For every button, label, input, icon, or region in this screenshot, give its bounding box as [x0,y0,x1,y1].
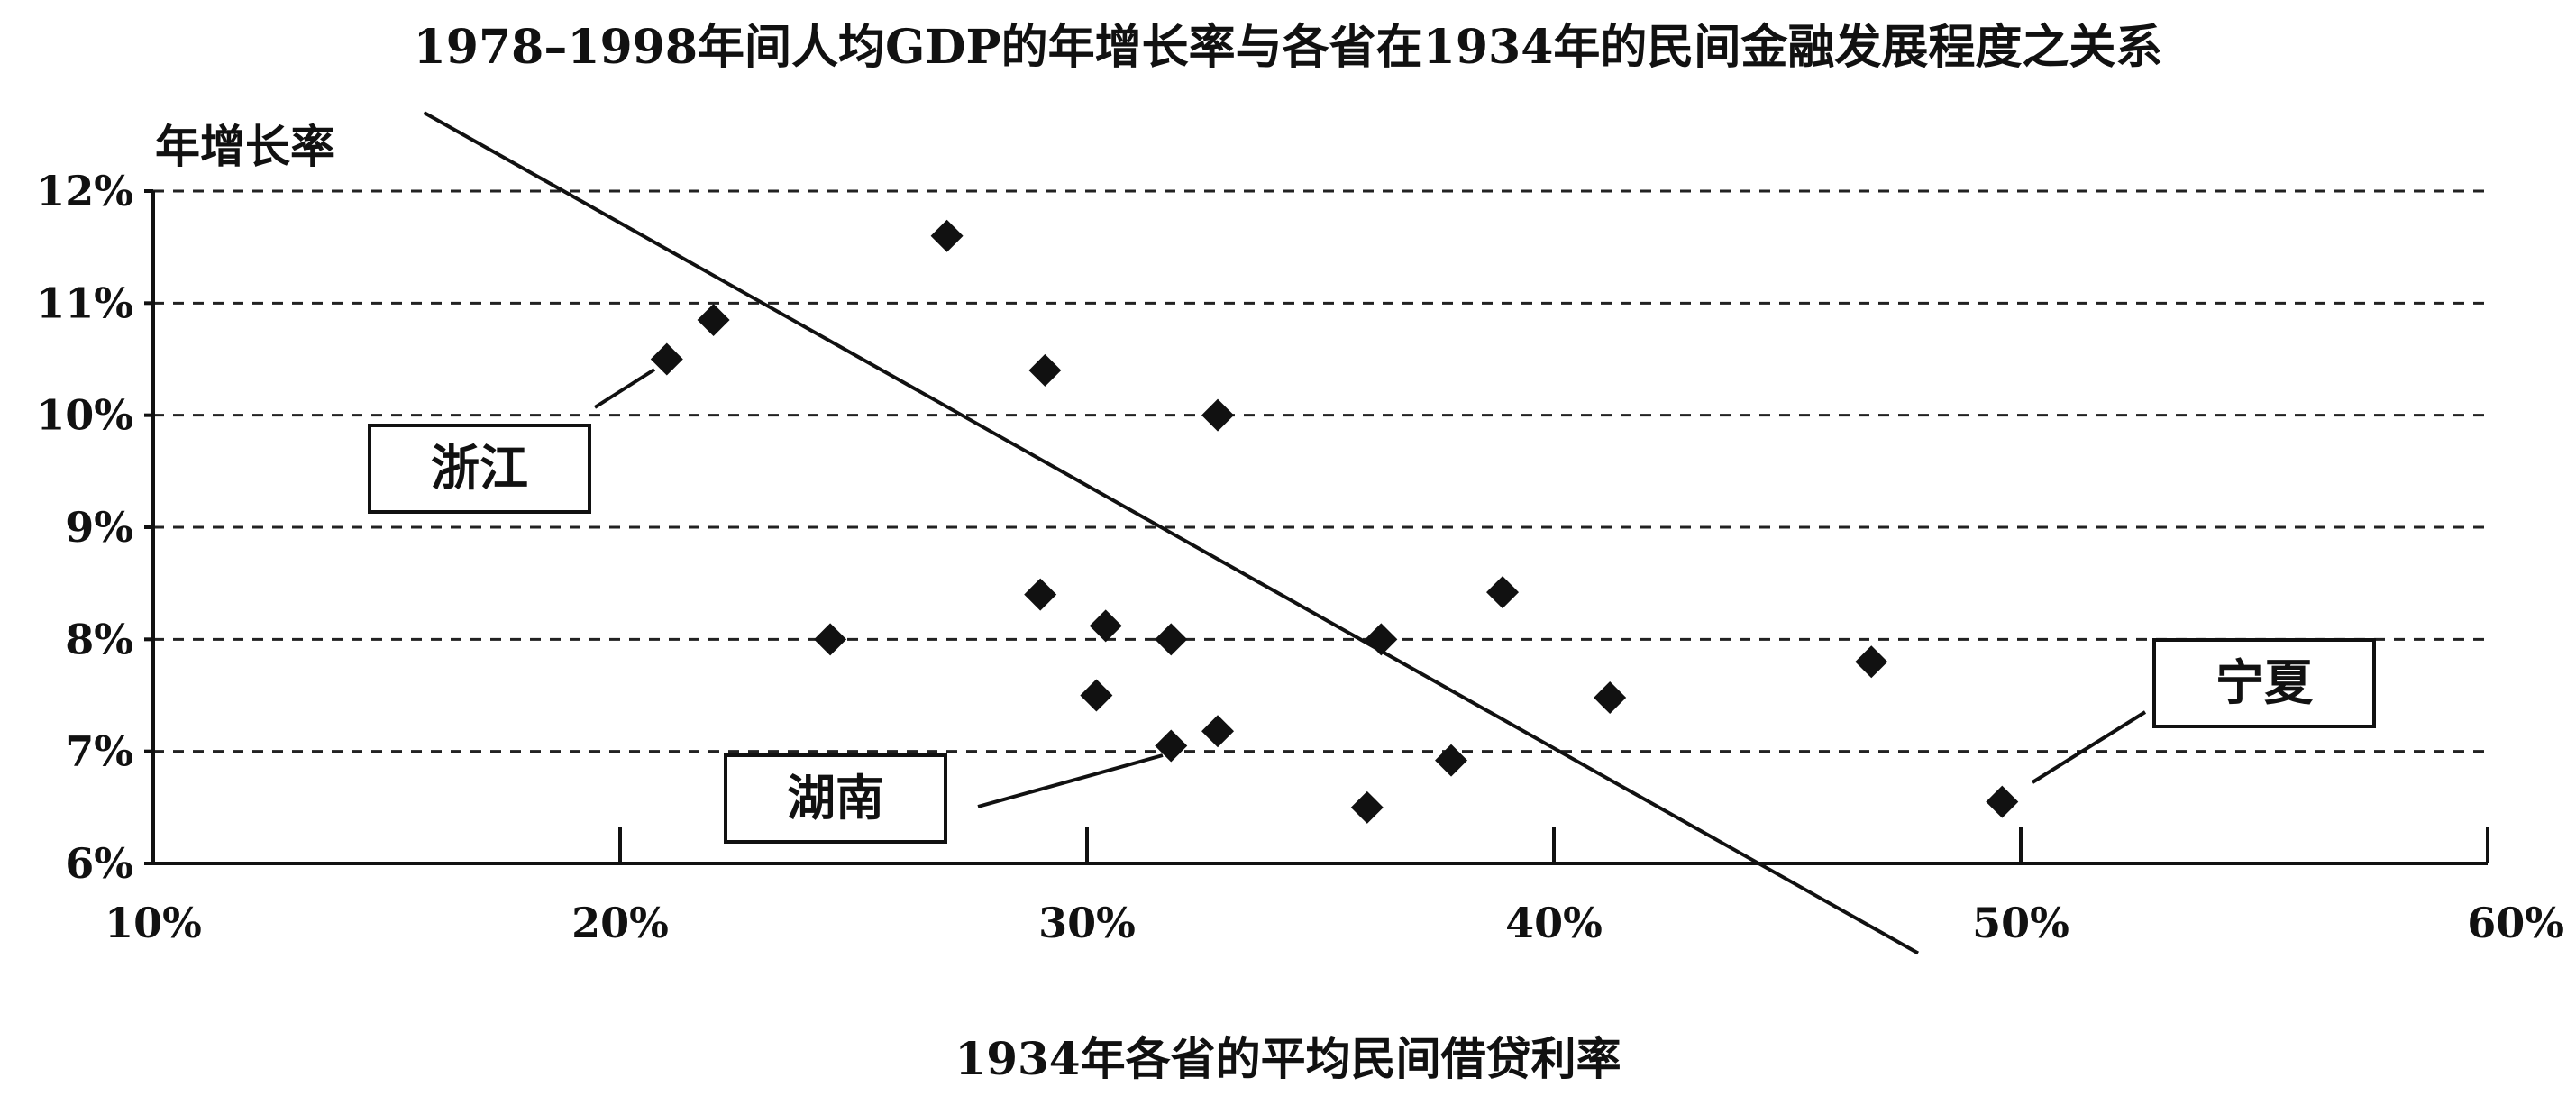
y-tick-label-4: 10% [36,391,133,440]
gridlines [153,189,2488,754]
data-point-6 [1080,679,1113,712]
callout-box-hunan [724,754,947,844]
callout-leader-hunan [977,754,1164,808]
callout-label-zhejiang: 浙江 [431,439,528,497]
data-points [650,219,2019,824]
chart-title: 1978–1998年间人均GDP的年增长率与各省在1934年的民间金融发展程度之… [414,20,2163,75]
x-tick-label-3: 40% [1505,899,1603,947]
callout-ningxia: 宁夏 [2031,638,2376,784]
data-point-17 [1855,645,1888,679]
x-tick-label-0: 10% [105,899,202,947]
y-axis-label: 年增长率 [155,120,335,173]
callout-label-ningxia: 宁夏 [2215,653,2314,711]
callouts: 浙江 湖南 宁夏 [368,368,2376,844]
x-axis-label: 1934年各省的平均民间借贷利率 [955,1032,1621,1085]
data-point-4 [1024,578,1057,611]
callout-leader-zhejiang [593,368,656,409]
data-point-15 [1486,576,1520,609]
y-tick-label-0: 6% [65,839,133,888]
data-point-10 [1201,715,1235,748]
x-tick-label-4: 50% [1972,899,2069,947]
data-point-3 [930,219,964,252]
x-ticks: 10% 20% 30% 40% 50% 60% [105,827,2564,947]
data-point-8 [1155,729,1188,763]
y-tick-label-6: 12% [36,167,133,215]
data-point-13 [1365,623,1398,656]
y-tick-label-5: 11% [36,279,133,327]
data-point-18 [1986,785,2019,818]
data-point-7 [1089,609,1122,643]
data-point-14 [1435,744,1468,777]
x-tick-label-2: 30% [1038,899,1136,947]
data-point-0 [650,342,683,376]
callout-label-hunan: 湖南 [787,769,884,827]
x-tick-label-5: 60% [2467,899,2564,947]
y-tick-label-1: 7% [65,727,133,776]
data-point-12 [1350,790,1384,824]
y-tick-label-3: 9% [65,503,133,552]
trend-line-group [423,111,1920,955]
data-point-9 [1155,623,1188,656]
data-point-1 [697,303,730,336]
y-tick-label-2: 8% [65,615,133,663]
data-point-5 [1028,353,1062,387]
callout-box-ningxia [2152,638,2376,728]
callout-zhejiang: 浙江 [368,368,656,514]
x-tick-label-1: 20% [571,899,669,947]
trend-line [423,111,1920,955]
data-point-2 [814,623,847,656]
callout-box-zhejiang [368,424,591,514]
data-point-11 [1201,398,1235,432]
y-ticks: 6% 7% 8% 9% 10% 11% 12% [36,167,153,888]
callout-leader-ningxia [2031,710,2147,784]
data-point-16 [1594,680,1627,714]
callout-hunan: 湖南 [724,754,1164,844]
